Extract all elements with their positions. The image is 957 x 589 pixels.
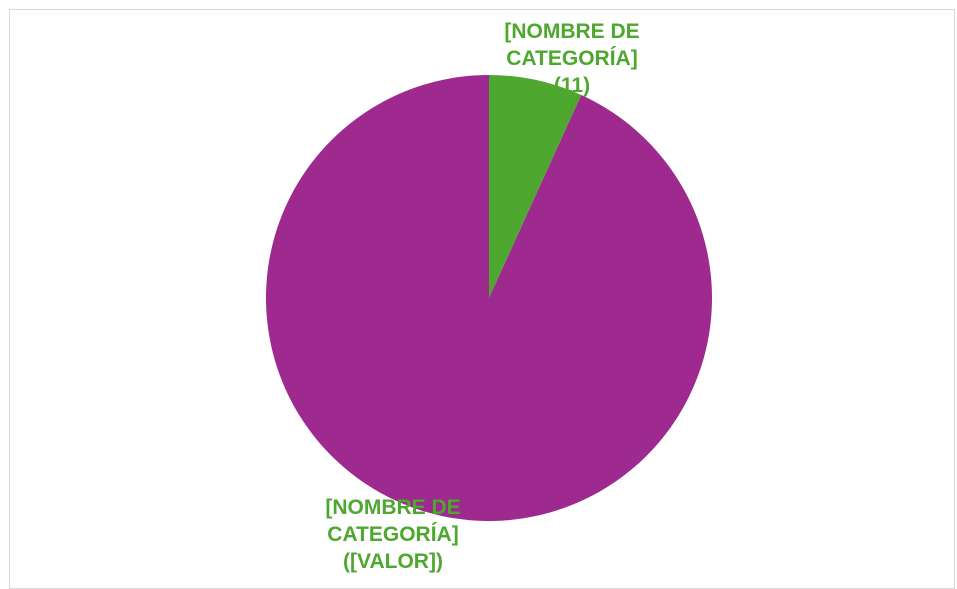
data-label-category: [NOMBRE DE CATEGORÍA] — [504, 20, 640, 70]
pie-slice — [266, 75, 712, 521]
data-label-value: (11) — [553, 74, 591, 97]
data-label-category: [NOMBRE DE CATEGORÍA] — [325, 496, 461, 546]
data-label-value: ([VALOR]) — [343, 550, 443, 573]
pie-slice — [489, 75, 582, 298]
